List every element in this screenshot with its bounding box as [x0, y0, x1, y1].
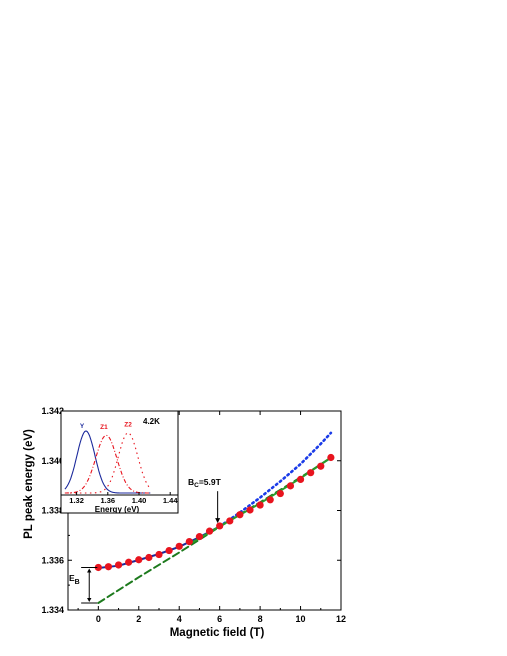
x-tick-label: 2	[136, 614, 141, 624]
y-tick-label: 1.342	[41, 406, 64, 416]
data-point	[94, 563, 102, 572]
inset-temperature-label: 4.2K	[143, 417, 160, 426]
inset-x-tick-label: 1.44	[163, 496, 178, 505]
series-line-1-solid	[95, 525, 221, 570]
inset-x-axis-title: Energy (eV)	[95, 505, 140, 514]
inset-plot: Y Z1 Z2	[64, 422, 151, 494]
x-tick-label: 0	[96, 614, 101, 624]
data-point	[145, 553, 153, 562]
data-point	[125, 558, 133, 566]
data-point	[246, 506, 254, 514]
eb-arrow-head-up	[87, 568, 92, 573]
inset-chart: Y Z1 Z2 1.32 1.36 1.40 1.44 4.2K Energy (eV)	[60, 410, 179, 514]
y-tick-label: 1.340	[41, 456, 64, 466]
data-point	[175, 542, 183, 550]
data-point	[256, 501, 264, 509]
x-tick-label: 10	[296, 614, 306, 624]
y-tick-label: 1.334	[41, 605, 64, 615]
inset-spectrum-y	[64, 430, 151, 494]
eb-annotation: EB	[69, 573, 80, 586]
x-tick-label: 8	[258, 614, 263, 624]
bc-arrow-head	[215, 518, 221, 524]
data-point	[185, 537, 193, 546]
data-point	[327, 453, 335, 462]
inset-frame	[60, 410, 179, 514]
data-point	[276, 489, 284, 498]
data-point	[296, 475, 305, 484]
inset-peak-label-y: Y	[80, 423, 85, 430]
main-axes: 0 2 4 6 8 10 12 1.334 1.336 1.338 1.340 1.342	[41, 406, 346, 624]
inset-x-tick-label: 1.36	[100, 496, 115, 505]
data-point	[307, 469, 315, 477]
inset-peak-label-z2: Z2	[124, 422, 132, 429]
data-point	[114, 561, 123, 569]
data-point	[266, 496, 274, 504]
data-point	[135, 556, 143, 564]
y-tick-label: 1.338	[41, 506, 64, 516]
main-plot	[94, 431, 335, 604]
x-tick-label: 6	[217, 614, 222, 624]
x-tick-label: 12	[336, 614, 346, 624]
eb-arrow-head-down	[87, 598, 92, 603]
y-axis-title: PL peak energy (eV)	[23, 429, 35, 539]
data-point	[216, 522, 224, 530]
data-point	[104, 563, 113, 571]
data-point	[236, 511, 244, 519]
x-axis-title: Magnetic field (T)	[170, 627, 265, 639]
data-point	[226, 517, 234, 525]
inset-spectrum-z1	[64, 434, 151, 494]
data-point	[286, 482, 295, 490]
data-point	[155, 550, 163, 559]
data-point	[317, 462, 325, 470]
bc-annotation: BC=5.9T	[188, 477, 222, 489]
inset-x-tick-label: 1.40	[132, 496, 147, 505]
annotations: BC=5.9T EB	[69, 477, 222, 604]
series-line-2-dotted	[218, 431, 333, 528]
inset-axes: 1.32 1.36 1.40 1.44	[61, 492, 178, 505]
data-point	[165, 546, 173, 555]
y-tick-label: 1.336	[41, 555, 64, 565]
inset-x-tick-label: 1.32	[69, 496, 84, 505]
data-point	[195, 533, 204, 541]
x-tick-label: 4	[177, 614, 182, 624]
inset-peak-label-z1: Z1	[100, 424, 108, 431]
data-point	[205, 527, 214, 535]
